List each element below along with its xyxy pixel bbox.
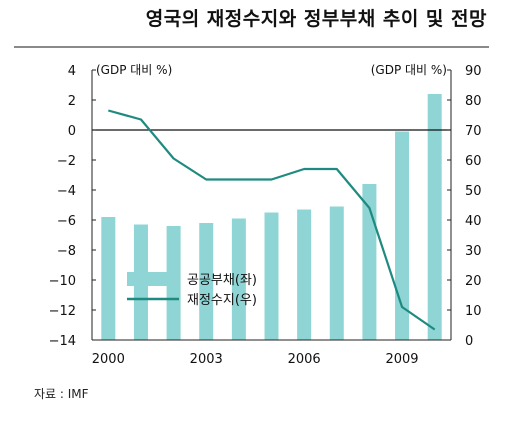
legend: 공공부채(좌) 재정수지(우) (127, 272, 257, 308)
source-note: 자료 : IMF (34, 387, 89, 401)
left-tick-label: −6 (57, 214, 76, 229)
bar-2010 (427, 94, 442, 340)
bar-2008 (362, 184, 377, 340)
legend-swatch-bar (127, 272, 179, 286)
legend-label-line: 재정수지(우) (187, 293, 257, 308)
right-tick-label: 20 (465, 274, 482, 289)
bar-2000 (101, 217, 116, 340)
bar-2003 (199, 223, 214, 340)
right-tick-label: 40 (465, 214, 482, 229)
left-tick-label: −12 (49, 304, 76, 319)
line-group (108, 109, 436, 331)
left-tick-label: −4 (57, 184, 76, 199)
left-tick-label: 4 (68, 64, 76, 79)
right-tick-label: 80 (465, 94, 482, 109)
x-tick-label: 2006 (288, 352, 321, 367)
left-tick-label: 2 (68, 94, 76, 109)
right-tick-label: 50 (465, 184, 482, 199)
bar-2006 (297, 209, 312, 340)
bar-2007 (329, 206, 344, 340)
right-axis-label: (GDP 대비 %) (371, 63, 447, 77)
x-tick-label: 2009 (385, 352, 418, 367)
left-axis-label: (GDP 대비 %) (96, 63, 172, 77)
left-tick-label: −8 (57, 244, 76, 259)
legend-label-bar: 공공부채(좌) (187, 273, 257, 288)
bar-2009 (395, 131, 410, 340)
bar-2005 (264, 212, 279, 340)
x-tick-label: 2003 (190, 352, 223, 367)
x-tick-label: 2000 (92, 352, 125, 367)
right-tick-label: 10 (465, 304, 482, 319)
axes-group: 420−2−4−6−8−10−12−1490807060504030201002… (49, 63, 482, 367)
chart-title: 영국의 재정수지와 정부부채 추이 및 전망 (145, 8, 487, 30)
right-tick-label: 60 (465, 154, 482, 169)
right-tick-label: 0 (465, 334, 473, 349)
left-tick-label: −10 (49, 274, 76, 289)
chart: 420−2−4−6−8−10−12−1490807060504030201002… (49, 63, 482, 367)
left-tick-label: −14 (49, 334, 76, 349)
bars-group (101, 94, 442, 340)
title-divider (14, 46, 489, 48)
left-tick-label: −2 (57, 154, 76, 169)
right-tick-label: 30 (465, 244, 482, 259)
right-tick-label: 70 (465, 124, 482, 139)
left-tick-label: 0 (68, 124, 76, 139)
right-tick-label: 90 (465, 64, 482, 79)
bar-2004 (231, 218, 246, 340)
